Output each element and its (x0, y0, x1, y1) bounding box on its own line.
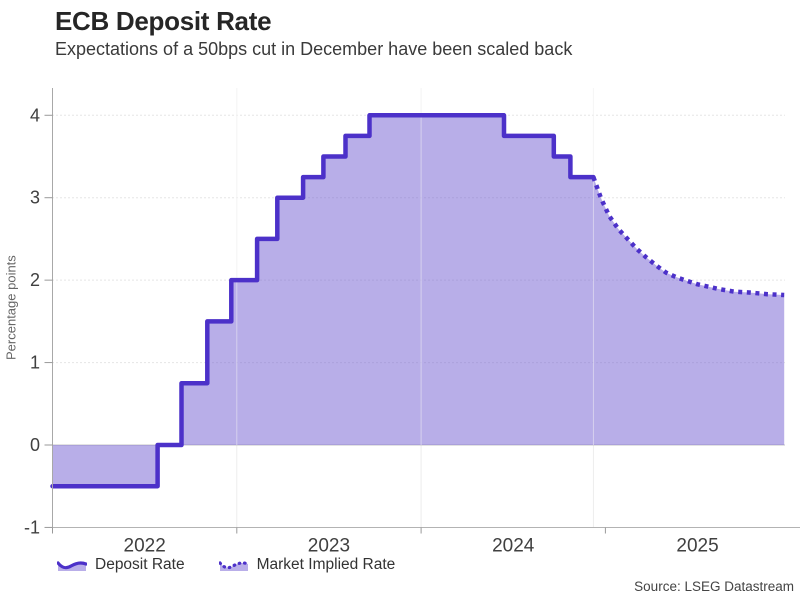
y-tick-label: 2 (30, 270, 40, 290)
legend-item-deposit-rate: Deposit Rate (57, 556, 185, 574)
market-implied-rate-swatch-icon (218, 561, 249, 571)
source-note: Source: LSEG Datastream (634, 579, 794, 594)
legend: Deposit Rate Market Implied Rate (57, 556, 395, 574)
x-tick-label: 2022 (124, 536, 166, 557)
y-tick-label: 4 (30, 105, 40, 125)
deposit-rate-line (50, 113, 596, 489)
x-tick-label: 2023 (308, 536, 350, 557)
y-tick-label: 3 (30, 188, 40, 208)
y-tick-label: -1 (24, 517, 40, 537)
x-tick-label: 2024 (492, 536, 535, 557)
y-tick-label: 0 (30, 435, 40, 455)
market-implied-line (591, 176, 785, 298)
area-fill (52, 115, 785, 487)
chart-title: ECB Deposit Rate (55, 6, 272, 36)
legend-label-market-implied-rate: Market Implied Rate (256, 556, 396, 573)
x-tick-label: 2025 (676, 536, 718, 557)
chart-subtitle: Expectations of a 50bps cut in December … (55, 39, 573, 59)
legend-label-deposit-rate: Deposit Rate (95, 556, 185, 573)
deposit-rate-swatch-icon (57, 561, 87, 571)
legend-item-market-implied-rate: Market Implied Rate (218, 556, 396, 574)
y-tick-label: 1 (30, 353, 40, 373)
